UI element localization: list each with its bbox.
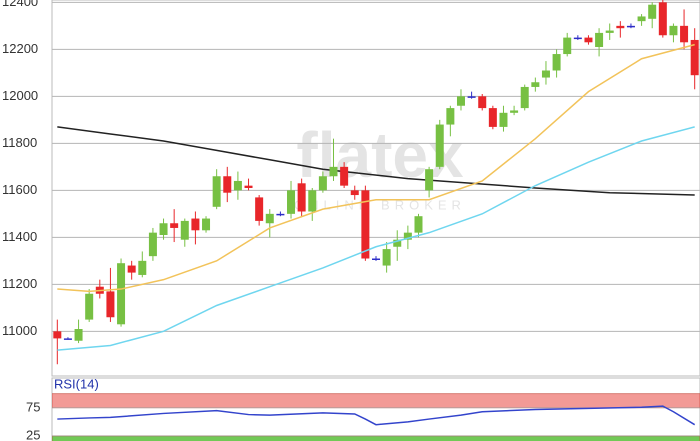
candle-body: [106, 291, 115, 318]
candle-body: [658, 2, 667, 36]
candle-body: [382, 249, 391, 266]
y-tick-label: 11400: [2, 229, 37, 244]
y-tick-label: 12200: [2, 41, 38, 56]
candle-body: [573, 37, 582, 40]
y-tick-label: 11200: [2, 276, 37, 291]
candle-body: [584, 37, 593, 43]
candle-body: [456, 96, 465, 106]
candle-body: [202, 218, 211, 231]
line: [57, 43, 695, 293]
candle-body: [233, 180, 242, 191]
rsi-band: [52, 435, 700, 441]
candle-body: [287, 190, 296, 214]
line: [57, 405, 696, 426]
y-tick-label: 12400: [2, 0, 38, 9]
candle-body: [552, 54, 561, 71]
candle-body: [223, 176, 232, 193]
candle-body: [372, 258, 380, 260]
candle-body: [403, 232, 412, 240]
y-tick-label: 11800: [2, 135, 37, 150]
candle-body: [350, 190, 359, 196]
candle-body: [148, 232, 157, 257]
candle-body: [308, 190, 317, 212]
rsi-title: RSI(14): [54, 376, 99, 391]
candle-body: [318, 176, 327, 191]
candle-body: [85, 293, 94, 320]
candle-body: [520, 86, 529, 109]
candle-body: [669, 25, 678, 36]
main-layer: [52, 0, 700, 365]
candle-body: [170, 223, 179, 228]
candle-body: [414, 216, 423, 233]
watermark-sub: ONLINE BROKER: [294, 197, 466, 212]
candle-body: [127, 265, 136, 273]
candle-body: [265, 213, 274, 224]
candle-body: [680, 25, 689, 43]
candle-body: [63, 338, 72, 340]
y-tick-label: 12000: [2, 88, 38, 103]
candle-body: [329, 166, 338, 177]
candle-body: [297, 183, 306, 212]
candle-body: [595, 32, 604, 47]
candle-body: [488, 108, 497, 127]
rsi-layer: [52, 393, 700, 441]
candle-body: [605, 30, 614, 33]
candle-body: [138, 260, 147, 275]
y-tick-label: 75: [26, 399, 40, 414]
candle-body: [74, 329, 83, 341]
candle-body: [616, 25, 625, 29]
rsi-band: [52, 393, 700, 409]
candle-body: [531, 82, 540, 87]
candle-body: [478, 96, 487, 109]
y-tick-label: 25: [26, 427, 40, 441]
candle-body: [541, 70, 550, 78]
candle-body: [53, 331, 62, 339]
candle-body: [276, 213, 285, 216]
candle-body: [446, 108, 455, 125]
candle-body: [425, 169, 434, 191]
rsi-panel: [51, 377, 700, 441]
candle-body: [180, 220, 189, 240]
main-panel: [51, 0, 700, 377]
line: [57, 126, 695, 351]
y-tick-label: 11000: [2, 323, 37, 338]
candle-body: [563, 37, 572, 55]
candle-body: [435, 124, 444, 167]
candle-body: [361, 190, 370, 259]
line: [57, 126, 695, 196]
candle-body: [510, 110, 519, 113]
candle-body: [648, 4, 657, 19]
candle-body: [255, 197, 264, 221]
candle-body: [244, 185, 253, 188]
candle-body: [499, 112, 508, 127]
candle-body: [191, 218, 200, 231]
candle-body: [212, 176, 221, 207]
candle-body: [159, 223, 168, 235]
candle-body: [690, 39, 699, 76]
candle-body: [393, 239, 402, 247]
candle-body: [626, 25, 635, 28]
candle-body: [117, 263, 126, 325]
candle-body: [340, 166, 349, 186]
y-tick-label: 11600: [2, 182, 37, 197]
candle-body: [637, 16, 646, 22]
candle-body: [467, 96, 476, 98]
